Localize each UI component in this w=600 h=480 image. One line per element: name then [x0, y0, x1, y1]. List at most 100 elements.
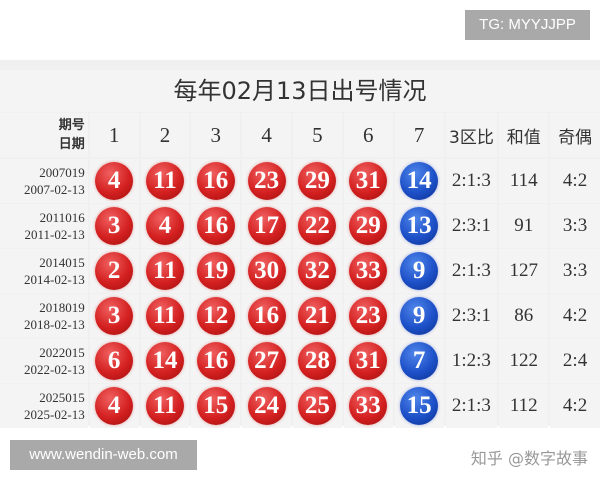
- ball-cell: 31: [343, 339, 393, 383]
- red-ball: 3: [95, 297, 134, 335]
- odd-even-cell: 4:2: [550, 159, 600, 203]
- red-ball: 11: [145, 297, 184, 335]
- issue-number: 2025015: [39, 390, 85, 405]
- draw-date: 2011-02-13: [24, 227, 85, 242]
- ball-cell: 29: [343, 204, 393, 248]
- table-row: 2018019 2018-02-13 3 11 12 16 21 23 9 2:3:1 86 4:2: [0, 294, 600, 338]
- ratio-cell: 2:1:3: [445, 249, 498, 293]
- table-row: 2025015 2025-02-13 4 11 15 24 25 33 15 2:1:3 112 4:…: [0, 384, 600, 428]
- red-ball: 29: [349, 207, 388, 245]
- red-ball: 6: [95, 342, 134, 380]
- red-ball: 33: [349, 387, 388, 425]
- header-pos: 1: [89, 113, 139, 157]
- ball-cell: 14: [140, 339, 190, 383]
- red-ball: 21: [298, 297, 337, 335]
- sum-cell: 91: [499, 204, 549, 248]
- red-ball: 33: [349, 252, 388, 290]
- red-ball: 11: [145, 252, 184, 290]
- issue-number: 2014015: [39, 255, 85, 270]
- ball-cell: 16: [242, 294, 292, 338]
- ball-cell: 25: [293, 384, 342, 428]
- ball-cell: 23: [242, 159, 292, 203]
- ball-cell: 6: [89, 339, 139, 383]
- ball-cell: 16: [191, 159, 241, 203]
- header-issue-date: 期号 日期: [0, 113, 88, 157]
- site-badge: www.wendin-web.com: [10, 440, 197, 470]
- issue-date-cell: 2025015 2025-02-13: [0, 384, 88, 428]
- issue-number: 2018019: [39, 300, 85, 315]
- blue-ball: 7: [400, 342, 439, 380]
- red-ball: 16: [196, 207, 235, 245]
- red-ball: 16: [196, 162, 235, 200]
- header-pos: 3: [191, 113, 241, 157]
- ball-cell: 15: [191, 384, 241, 428]
- ball-cell: 11: [140, 249, 190, 293]
- sum-cell: 114: [499, 159, 549, 203]
- red-ball: 28: [298, 342, 337, 380]
- issue-date-cell: 2007019 2007-02-13: [0, 159, 88, 203]
- ball-cell: 11: [140, 294, 190, 338]
- sum-cell: 112: [499, 384, 549, 428]
- header-pos: 4: [242, 113, 292, 157]
- red-ball: 3: [95, 207, 134, 245]
- ball-cell: 4: [140, 204, 190, 248]
- blue-ball: 15: [400, 387, 439, 425]
- ball-cell: 30: [242, 249, 292, 293]
- red-ball: 29: [298, 162, 337, 200]
- table-row: 2014015 2014-02-13 2 11 19 30 32 33 9 2:1:3 127 3:3: [0, 249, 600, 293]
- red-ball: 14: [145, 342, 184, 380]
- table-row: 2007019 2007-02-13 4 11 16 23 29 31 14 2:1:3 114 4:…: [0, 159, 600, 203]
- red-ball: 16: [247, 297, 286, 335]
- ratio-cell: 2:3:1: [445, 204, 498, 248]
- ball-cell: 28: [293, 339, 342, 383]
- odd-even-cell: 2:4: [550, 339, 600, 383]
- ball-cell: 4: [89, 384, 139, 428]
- ball-cell: 11: [140, 384, 190, 428]
- ball-cell: 13: [394, 204, 444, 248]
- blue-ball: 9: [400, 297, 439, 335]
- sum-cell: 127: [499, 249, 549, 293]
- odd-even-cell: 3:3: [550, 204, 600, 248]
- ball-cell: 33: [343, 384, 393, 428]
- red-ball: 12: [196, 297, 235, 335]
- red-ball: 4: [145, 207, 184, 245]
- table-row: 2022015 2022-02-13 6 14 16 27 28 31 7 1:2:3 122 2:4: [0, 339, 600, 383]
- red-ball: 11: [145, 387, 184, 425]
- ball-cell: 15: [394, 384, 444, 428]
- issue-label: 期号: [58, 118, 85, 133]
- red-ball: 11: [145, 162, 184, 200]
- issue-date-cell: 2018019 2018-02-13: [0, 294, 88, 338]
- ball-cell: 22: [293, 204, 342, 248]
- blue-ball: 13: [400, 207, 439, 245]
- issue-date-cell: 2014015 2014-02-13: [0, 249, 88, 293]
- header-pos: 6: [343, 113, 393, 157]
- blue-ball: 14: [400, 162, 439, 200]
- ball-cell: 9: [394, 294, 444, 338]
- ratio-cell: 1:2:3: [445, 339, 498, 383]
- header-pos: 5: [293, 113, 342, 157]
- ball-cell: 23: [343, 294, 393, 338]
- red-ball: 23: [349, 297, 388, 335]
- red-ball: 15: [196, 387, 235, 425]
- ball-cell: 2: [89, 249, 139, 293]
- odd-even-cell: 4:2: [550, 384, 600, 428]
- header-odd-even: 奇偶: [550, 113, 600, 157]
- red-ball: 32: [298, 252, 337, 290]
- red-ball: 31: [349, 342, 388, 380]
- draw-date: 2018-02-13: [24, 317, 85, 332]
- issue-number: 2007019: [39, 165, 85, 180]
- ball-cell: 7: [394, 339, 444, 383]
- issue-date-cell: 2011016 2011-02-13: [0, 204, 88, 248]
- ball-cell: 21: [293, 294, 342, 338]
- watermark: 知乎 @数字故事: [470, 449, 588, 468]
- red-ball: 17: [247, 207, 286, 245]
- red-ball: 19: [196, 252, 235, 290]
- ball-cell: 4: [89, 159, 139, 203]
- red-ball: 4: [95, 387, 134, 425]
- ball-cell: 31: [343, 159, 393, 203]
- issue-date-cell: 2022015 2022-02-13: [0, 339, 88, 383]
- ball-cell: 32: [293, 249, 342, 293]
- table-row: 2011016 2011-02-13 3 4 16 17 22 29 13 2:3:1 91 3:3: [0, 204, 600, 248]
- ball-cell: 17: [242, 204, 292, 248]
- issue-number: 2022015: [39, 345, 85, 360]
